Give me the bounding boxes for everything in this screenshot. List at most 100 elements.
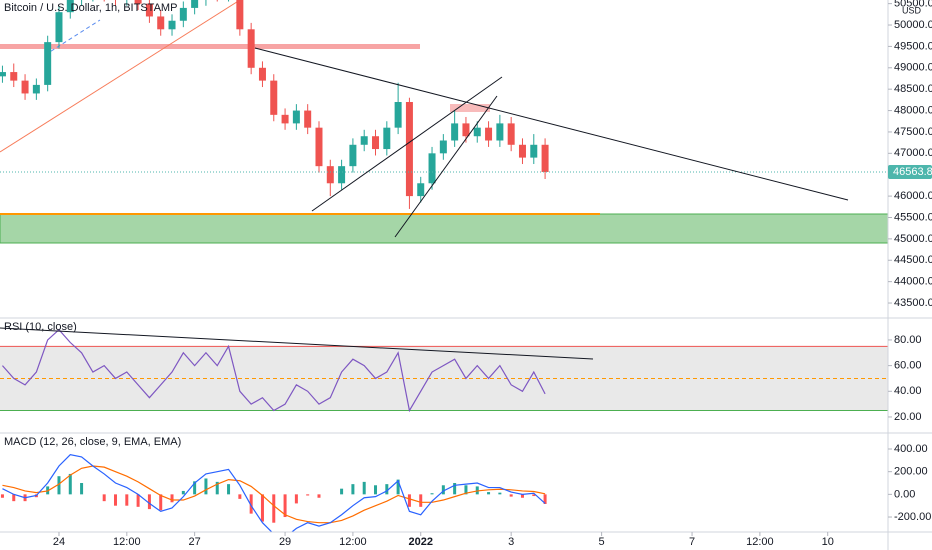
y-tick-label: 45500.00: [894, 211, 932, 223]
x-tick-label: 5: [599, 536, 605, 548]
rsi-trendline: [0, 327, 594, 360]
y-tick-label: 200.00: [894, 466, 928, 478]
histogram-bar: [487, 492, 491, 495]
candle-body: [428, 153, 436, 184]
rsi-line: [1, 328, 546, 413]
histogram-bar: [419, 494, 423, 507]
x-tick-label: 10: [822, 536, 834, 548]
histogram-bar: [12, 494, 16, 502]
chart-title: Bitcoin / U.S. Dollar, 1h, BITSTAMP: [4, 2, 177, 14]
histogram-bar: [227, 484, 231, 495]
candle-body: [0, 72, 6, 77]
y-tick-label: 48500.00: [894, 83, 932, 95]
candle-body: [134, 0, 142, 4]
x-tick-label: 12:00: [339, 536, 367, 548]
histogram-bar: [306, 494, 310, 496]
candle-body: [247, 29, 255, 68]
histogram-bar: [362, 481, 366, 495]
candle-body: [372, 136, 380, 150]
macd-pane: [0, 454, 547, 532]
candle-body: [304, 110, 312, 128]
y-tick-label: 49500.00: [894, 40, 932, 52]
price-overlays: [254, 47, 849, 238]
rsi-pane: [0, 328, 888, 413]
histogram-bar: [351, 484, 355, 495]
dashed-line: [44, 19, 101, 56]
candle-body: [66, 0, 74, 13]
y-tick-label: -200.00: [894, 511, 931, 523]
x-tick-label: 29: [279, 536, 291, 548]
histogram-bar: [498, 492, 502, 495]
histogram-bar: [532, 494, 536, 497]
candle-body: [236, 0, 244, 30]
candle-body: [270, 80, 278, 115]
histogram-bar: [260, 494, 264, 522]
histogram-bar: [136, 494, 140, 507]
x-tick-label: 2022: [408, 536, 432, 548]
histogram-bar: [249, 494, 253, 514]
histogram-bar: [396, 479, 400, 495]
candle-body: [191, 0, 199, 8]
histogram-bar: [102, 494, 106, 502]
x-tick-label: 7: [689, 536, 695, 548]
price-pane: [0, 0, 888, 209]
y-tick-label: 0.00: [894, 488, 915, 500]
y-tick-label: 45000.00: [894, 233, 932, 245]
histogram-bar: [272, 494, 276, 523]
x-tick-label: 12:00: [113, 536, 141, 548]
candle-body: [451, 123, 459, 141]
resistance-zone: [0, 44, 420, 49]
y-tick-label: 50000.00: [894, 19, 932, 31]
candle-body: [315, 127, 323, 167]
histogram-bar: [181, 490, 185, 495]
candle-body: [44, 42, 52, 85]
candle-body: [157, 16, 165, 30]
candle-body: [383, 127, 391, 150]
y-tick-label: 44000.00: [894, 276, 932, 288]
histogram-bar: [453, 483, 457, 495]
histogram-bar: [68, 473, 72, 495]
candle-body: [473, 127, 481, 137]
support-zone: [0, 213, 888, 244]
histogram-bar: [385, 484, 389, 495]
histogram-bar: [238, 494, 242, 499]
macd-line: [2, 454, 546, 532]
histogram-bar: [215, 481, 219, 495]
candle-body: [338, 166, 346, 184]
wedge-upper: [311, 76, 503, 212]
histogram-bar: [113, 494, 117, 506]
candle-body: [32, 84, 40, 94]
histogram-bar: [543, 494, 547, 504]
candle-body: [281, 114, 289, 124]
histogram-bar: [509, 494, 513, 497]
histogram-bar: [520, 494, 524, 498]
candle-body: [21, 80, 29, 94]
y-tick-label: 60.00: [894, 360, 922, 372]
y-tick-label: 48000.00: [894, 104, 932, 116]
currency: USD: [902, 5, 922, 15]
x-tick-label: 27: [189, 536, 201, 548]
candle-body: [530, 144, 538, 158]
histogram-bar: [430, 493, 434, 495]
y-tick-label: 80.00: [894, 334, 922, 346]
histogram-bar: [340, 488, 344, 495]
histogram-bar: [294, 494, 298, 504]
candle-body: [179, 7, 187, 21]
histogram-bar: [374, 485, 378, 495]
y-tick-label: 50500.00: [894, 0, 932, 10]
histogram-bar: [147, 494, 151, 510]
histogram-bar: [80, 483, 84, 495]
candle-body: [485, 127, 493, 141]
candle-body: [349, 144, 357, 167]
last-price-label: 46563.80: [893, 166, 932, 178]
candle-body: [394, 102, 402, 128]
histogram-bar: [283, 494, 287, 518]
rsi-overlays: [0, 327, 594, 360]
y-tick-label: 44500.00: [894, 254, 932, 266]
candle-body: [518, 144, 526, 158]
trend-line: [0, 0, 241, 153]
candle-body: [168, 20, 176, 30]
rsi-title: RSI (10, close): [4, 321, 77, 333]
